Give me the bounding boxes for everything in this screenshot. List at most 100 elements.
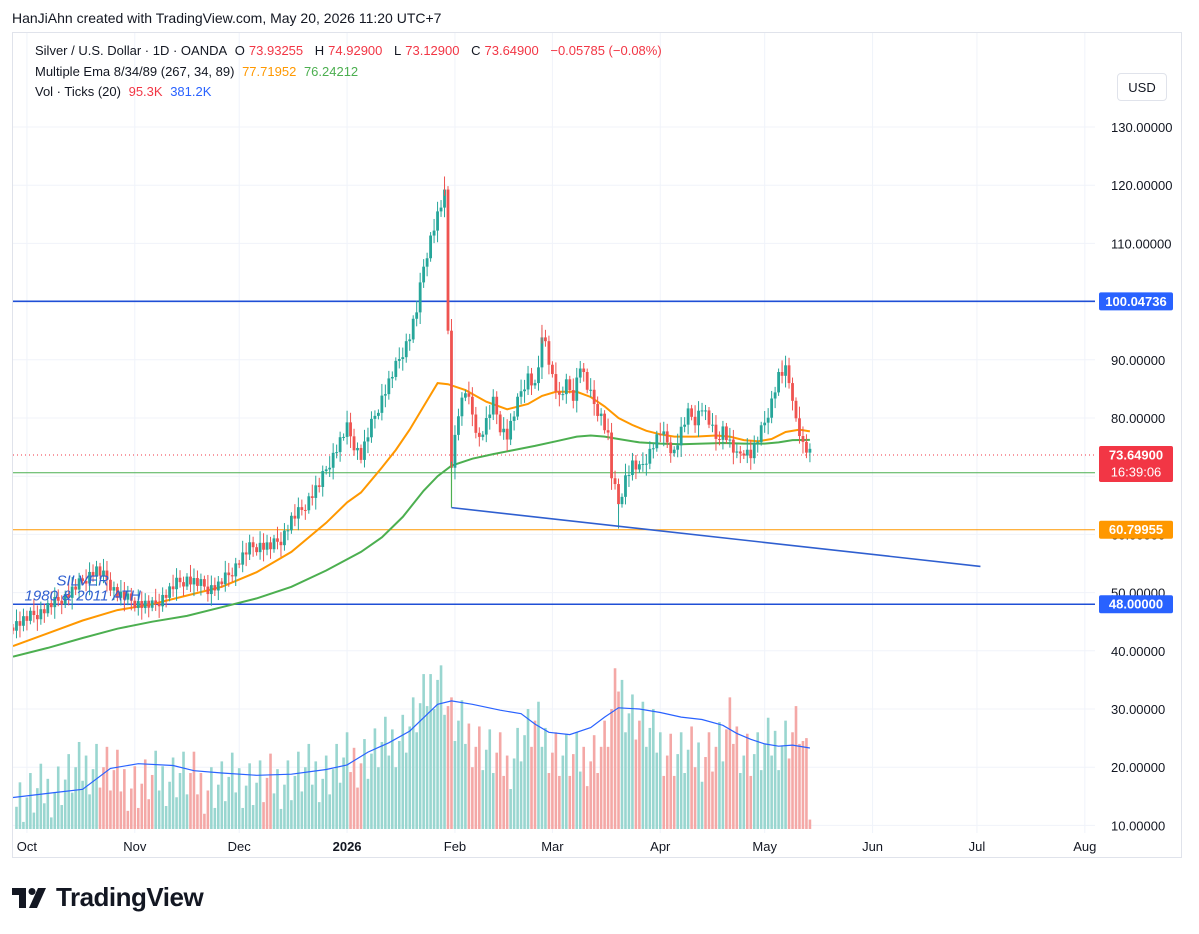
low-value: 73.12900 xyxy=(405,43,460,58)
volume-bar xyxy=(551,752,554,829)
ema34-line xyxy=(13,382,811,648)
candle-body xyxy=(401,357,405,360)
candle-body xyxy=(773,392,777,399)
candle-body xyxy=(35,615,39,620)
ohlc-close: C 73.64900 xyxy=(471,43,543,58)
price-axis-label: 90.00000 xyxy=(1111,353,1165,368)
candle-body xyxy=(112,587,116,591)
price-axis-label: 10.00000 xyxy=(1111,818,1165,833)
candle-body xyxy=(467,393,471,397)
candle-body xyxy=(533,383,537,386)
volume-bar xyxy=(74,767,77,829)
candle-body xyxy=(342,436,345,438)
volume-bar xyxy=(258,760,262,829)
candle-body xyxy=(777,372,780,393)
candle-body xyxy=(380,395,384,413)
candle-body xyxy=(436,211,439,231)
candle-body xyxy=(784,365,787,376)
volume-indicator-label[interactable]: Vol · Ticks (20) xyxy=(35,84,121,99)
volume-bar xyxy=(178,773,182,829)
volume-bar xyxy=(154,750,157,829)
volume-bar xyxy=(171,757,175,829)
candle-body xyxy=(725,426,728,441)
ema-indicator-label[interactable]: Multiple Ema 8/34/89 (267, 34, 89) xyxy=(35,64,235,79)
candle-body xyxy=(540,337,544,368)
candle-body xyxy=(798,418,801,437)
volume-bar xyxy=(136,807,140,829)
candle-body xyxy=(109,579,112,591)
volume-bar xyxy=(29,773,32,829)
candle-body xyxy=(651,448,655,450)
volume-legend[interactable]: Vol · Ticks (20) 95.3K 381.2K xyxy=(35,84,215,99)
candle-body xyxy=(39,609,43,620)
candle-body xyxy=(56,596,60,601)
candle-body xyxy=(728,439,732,441)
volume-bar xyxy=(533,720,537,829)
volume-bar xyxy=(408,726,412,829)
volume-bar xyxy=(36,788,39,829)
candle-body xyxy=(67,594,71,598)
high-value: 74.92900 xyxy=(328,43,383,58)
tradingview-logo[interactable]: TradingView xyxy=(12,882,204,913)
volume-bar xyxy=(690,726,693,829)
candle-body xyxy=(296,507,300,519)
volume-bar xyxy=(84,755,88,829)
volume-bar xyxy=(478,726,481,829)
candle-body xyxy=(314,485,318,498)
candle-body xyxy=(509,420,513,440)
symbol-name[interactable]: Silver / U.S. Dollar · 1D · OANDA xyxy=(35,43,228,58)
candle-body xyxy=(571,390,575,401)
volume-bar xyxy=(582,746,586,829)
currency-selector[interactable]: USD xyxy=(1117,73,1167,101)
candle-body xyxy=(589,389,593,391)
candle-body xyxy=(143,600,147,609)
candle-body xyxy=(244,552,248,555)
candle-body xyxy=(742,453,746,456)
candle-body xyxy=(373,415,377,419)
candle-body xyxy=(544,337,547,342)
volume-bar xyxy=(735,726,739,829)
volume-bar xyxy=(676,754,679,829)
candle-body xyxy=(161,594,165,607)
candle-body xyxy=(415,312,419,319)
volume-bar xyxy=(22,821,25,829)
volume-bar xyxy=(613,668,617,829)
candle-body xyxy=(745,449,749,456)
volume-bar xyxy=(610,709,613,829)
hline-blue-100-04736-badge-text: 100.04736 xyxy=(1105,294,1166,309)
candle-body xyxy=(377,412,380,416)
volume-bar xyxy=(658,732,662,829)
volume-bar xyxy=(81,780,84,829)
annotation-line2: 1980 & 2011 ATH xyxy=(25,588,142,605)
candle-body xyxy=(596,404,600,416)
volume-bar xyxy=(377,767,380,829)
candle-body xyxy=(665,431,669,443)
grid xyxy=(13,33,1095,833)
volume-bar xyxy=(133,766,137,829)
chart-pane[interactable]: SILVER 1980 & 2011 ATH 130.00000 120.00000… xyxy=(12,32,1182,858)
volume-bar xyxy=(749,775,753,829)
volume-bar xyxy=(544,727,547,829)
ema-legend[interactable]: Multiple Ema 8/34/89 (267, 34, 89) 77.71… xyxy=(35,64,362,79)
candle-body xyxy=(443,189,446,208)
candle-body xyxy=(752,443,756,459)
time-axis-label: Feb xyxy=(444,839,466,854)
volume-bar xyxy=(126,810,130,829)
candle-body xyxy=(136,601,140,609)
volume-bar xyxy=(95,743,98,829)
volume-bar xyxy=(91,769,95,829)
horizontal-lines xyxy=(13,300,1095,606)
volume-bar xyxy=(752,754,756,829)
volume-bar xyxy=(279,808,283,829)
candle-body xyxy=(766,417,770,423)
volume-ma-line xyxy=(13,700,810,799)
candle-body xyxy=(808,448,812,453)
candle-body xyxy=(192,578,196,585)
candle-body xyxy=(60,600,64,605)
volume-bar xyxy=(227,776,231,829)
volume-bar xyxy=(15,806,18,829)
symbol-legend[interactable]: Silver / U.S. Dollar · 1D · OANDA O 73.93… xyxy=(35,43,666,58)
candle-body xyxy=(335,452,339,454)
candle-body xyxy=(15,621,18,631)
